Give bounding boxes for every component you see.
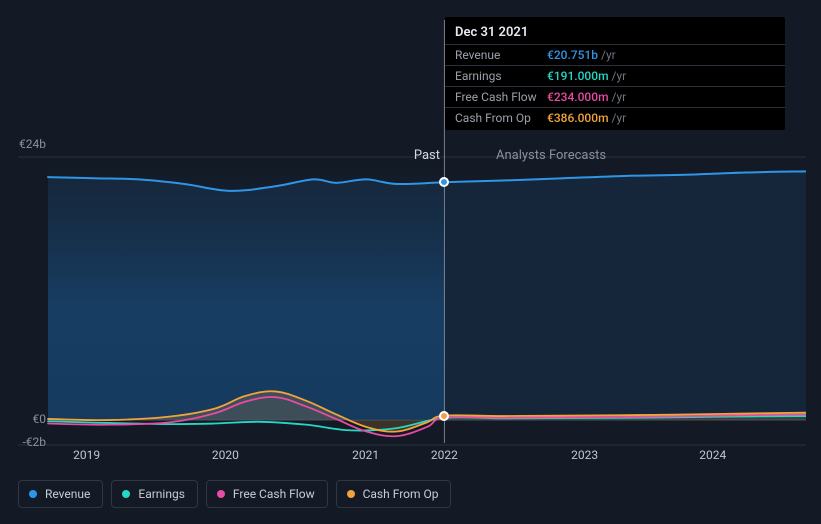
tooltip-unit: /yr <box>612 68 627 84</box>
hover-marker <box>439 411 449 421</box>
hover-marker <box>439 177 449 187</box>
legend-label: Revenue <box>45 487 90 501</box>
x-tick-label: 2024 <box>699 448 726 462</box>
legend-dot <box>347 490 355 498</box>
legend-item-cash-from-op[interactable]: Cash From Op <box>336 480 452 508</box>
hover-tooltip: Dec 31 2021 Revenue€20.751b/yrEarnings€1… <box>445 17 785 130</box>
legend-item-earnings[interactable]: Earnings <box>111 480 198 508</box>
tooltip-unit: /yr <box>612 89 627 105</box>
legend-item-free-cash-flow[interactable]: Free Cash Flow <box>206 480 328 508</box>
tooltip-series-value: €191.000m <box>547 68 609 84</box>
y-tick-label: -€2b <box>6 435 46 449</box>
legend: Revenue Earnings Free Cash Flow Cash From O… <box>18 480 451 508</box>
tooltip-row: Free Cash Flow€234.000m/yr <box>445 87 785 108</box>
tooltip-series-label: Earnings <box>455 68 547 84</box>
x-axis: 2019 2020 2021 2022 2023 2024 <box>48 448 806 464</box>
tooltip-series-value: €234.000m <box>547 89 609 105</box>
tooltip-row: Cash From Op€386.000m/yr <box>445 108 785 128</box>
legend-label: Earnings <box>138 487 185 501</box>
legend-item-revenue[interactable]: Revenue <box>18 480 103 508</box>
tooltip-series-label: Revenue <box>455 47 547 63</box>
legend-label: Cash From Op <box>363 487 439 501</box>
tooltip-unit: /yr <box>612 110 627 126</box>
x-tick-label: 2023 <box>571 448 598 462</box>
x-tick-label: 2022 <box>431 448 458 462</box>
region-label-forecast: Analysts Forecasts <box>496 148 606 163</box>
tooltip-series-value: €20.751b <box>547 47 598 63</box>
legend-dot <box>217 490 225 498</box>
tooltip-date: Dec 31 2021 <box>445 19 785 45</box>
x-tick-label: 2019 <box>73 448 100 462</box>
region-label-past: Past <box>414 148 440 163</box>
legend-dot <box>122 490 130 498</box>
tooltip-series-value: €386.000m <box>547 110 609 126</box>
tooltip-series-label: Cash From Op <box>455 110 547 126</box>
legend-label: Free Cash Flow <box>233 487 315 501</box>
legend-dot <box>29 490 37 498</box>
x-tick-label: 2021 <box>352 448 379 462</box>
tooltip-unit: /yr <box>601 47 616 63</box>
x-tick-label: 2020 <box>212 448 239 462</box>
tooltip-row: Earnings€191.000m/yr <box>445 66 785 87</box>
y-tick-label: €24b <box>6 137 46 151</box>
tooltip-series-label: Free Cash Flow <box>455 89 547 105</box>
tooltip-row: Revenue€20.751b/yr <box>445 45 785 66</box>
y-tick-label: €0 <box>6 412 46 426</box>
